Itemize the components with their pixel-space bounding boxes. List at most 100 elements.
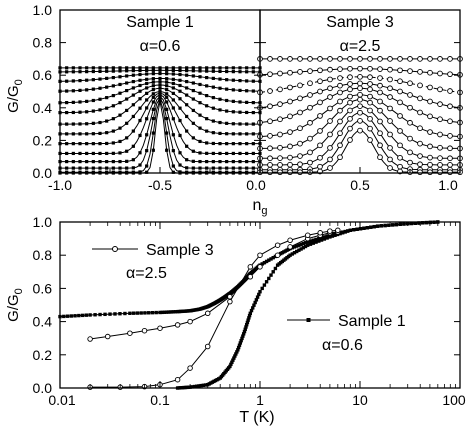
top-panels: 0.00.20.40.60.81.0-1.0 -0.5 0.0 0.5 1.0 G/G0… [5, 2, 463, 217]
top-left-marker [105, 119, 109, 123]
top-left-marker [245, 66, 249, 70]
top-left-marker [245, 166, 249, 170]
bottom-ytick-label: 1.0 [33, 214, 53, 230]
top-left-marker [251, 110, 255, 115]
top-left-marker [231, 132, 235, 136]
top-right-marker [387, 76, 393, 83]
top-left-marker [185, 144, 189, 148]
top-left-marker [238, 88, 242, 92]
bottom-xtick-label: 100 [442, 392, 466, 408]
bottom-series-3-marker [317, 230, 323, 236]
top-left-marker [238, 159, 242, 164]
top-left-marker [171, 106, 175, 110]
top-left-marker [191, 136, 195, 140]
top-left-marker [111, 141, 115, 145]
top-right-marker [397, 99, 403, 106]
bottom-series-3-marker [257, 252, 263, 258]
top-right-marker [347, 81, 353, 87]
bottom-series-1-marker [421, 221, 425, 225]
top-left-marker [138, 163, 142, 167]
top-left-marker [91, 109, 95, 113]
bottom-ytick-label: 0.6 [33, 280, 53, 296]
top-left-marker [78, 79, 82, 83]
top-left-marker [71, 151, 75, 156]
bottom-series-1-marker [252, 303, 256, 307]
bottom-series-0-marker [169, 310, 173, 314]
top-left-marker [65, 151, 69, 156]
top-right-marker [267, 133, 273, 139]
bottom-series-1-marker [319, 238, 324, 242]
top-left-marker [105, 85, 109, 89]
top-left-marker [198, 166, 202, 170]
bottom-series-0-marker [65, 314, 70, 318]
bottom-series-0-marker [322, 235, 327, 239]
top-right-marker [397, 56, 403, 62]
top-left-marker [151, 77, 155, 81]
top-left-marker [251, 101, 255, 105]
top-left-marker [231, 110, 235, 114]
top-left-marker [171, 81, 175, 86]
bottom-xtick-label: 10 [352, 392, 368, 408]
top-left-marker [218, 159, 222, 164]
top-left-marker [91, 121, 95, 125]
bottom-series-1-marker [372, 224, 376, 229]
top-right-marker [417, 140, 423, 147]
top-left-marker [78, 151, 82, 156]
top-right-marker [377, 142, 383, 149]
top-right-marker [337, 66, 343, 72]
bottom-series-0-marker [62, 314, 66, 319]
top-left-marker [158, 93, 162, 97]
top-left-marker [78, 110, 82, 114]
top-left-marker [138, 97, 142, 101]
top-right-marker [417, 109, 423, 116]
top-right-marker [287, 143, 293, 150]
bottom-series-3-marker [227, 298, 233, 305]
top-left-marker [171, 72, 175, 76]
top-left-marker [158, 94, 162, 98]
top-left-marker [238, 79, 242, 83]
bottom-series-1-marker [299, 247, 303, 251]
bottom-series-1-marker [203, 383, 208, 387]
top-left-marker [151, 68, 155, 72]
bottom-series-1-marker [322, 237, 327, 241]
top-left-marker [231, 88, 235, 92]
top-left-marker [245, 89, 249, 93]
top-left-curve-11 [60, 97, 260, 169]
top-right-marker [387, 105, 393, 112]
top-right-marker [297, 140, 303, 147]
top-left-marker [71, 110, 75, 115]
bottom-series-0-marker [264, 259, 269, 264]
bottom-series-1-marker [258, 290, 262, 294]
top-left-marker [231, 70, 235, 74]
top-left-marker [71, 166, 75, 170]
top-right-marker [357, 91, 363, 98]
top-right-marker [407, 135, 413, 142]
bottom-series-0-marker [308, 239, 313, 243]
top-left-marker [218, 97, 222, 101]
top-right-marker [297, 161, 303, 168]
top-right-marker [367, 56, 373, 62]
top-right-marker [297, 153, 303, 159]
top-right-marker [327, 85, 333, 92]
bottom-series-0-marker [173, 310, 178, 314]
bottom-series-1-marker [253, 300, 257, 305]
bottom-series-3-marker [274, 242, 281, 248]
top-left-marker [211, 66, 215, 70]
bottom-xtick-label: 1 [256, 392, 264, 408]
top-left-marker [71, 66, 75, 70]
top-right-marker [387, 118, 393, 124]
top-left-marker [98, 120, 102, 125]
top-ytick-label: 0.4 [33, 100, 53, 116]
top-right-marker [397, 154, 403, 161]
top-left-marker [145, 133, 149, 137]
top-left-marker [151, 84, 155, 88]
top-left-marker [111, 69, 115, 73]
top-right-marker [397, 78, 403, 85]
bottom-series-1-marker [355, 227, 359, 231]
top-left-marker [151, 87, 155, 92]
top-left-marker [131, 79, 135, 84]
top-left-marker [198, 101, 202, 105]
top-left-marker [225, 87, 229, 91]
top-right-marker [287, 161, 293, 168]
top-right-marker [427, 161, 433, 168]
